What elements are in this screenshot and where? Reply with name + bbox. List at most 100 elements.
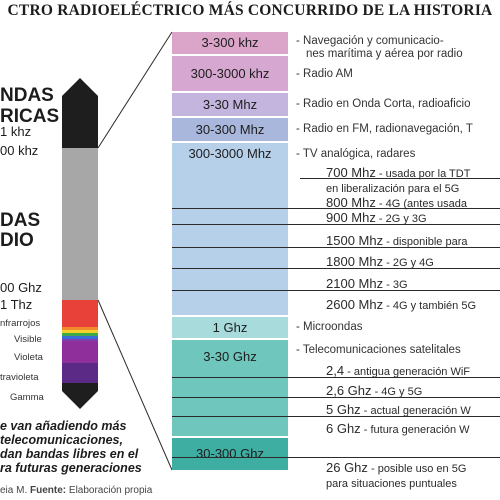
stick-green [62, 333, 98, 336]
band-desc-3-300-khz: - Navegación y comunicacio- nes marítima… [296, 35, 463, 60]
stick-black-top [62, 96, 98, 148]
band-freq-label: 3-300 khz [201, 35, 259, 50]
stick-violet [62, 341, 98, 363]
band-freq-label: 300-3000 khz [190, 66, 270, 81]
label-violeta: Violeta [14, 352, 43, 363]
uhf-line [172, 268, 500, 269]
uhf-freq: 1500 Mhz [326, 233, 384, 248]
ehf-item-26-cont: para situaciones puntuales [326, 474, 457, 492]
shf-item-6: 6 Ghz - futura generación W [326, 420, 470, 438]
label-infrarrojos: nfrarrojos [0, 318, 41, 329]
band-30-300-ghz: 30-300 Ghz [172, 438, 288, 470]
uhf-item-700: 700 Mhz - usada por la TDT [326, 164, 470, 182]
uhf-item-2600: 2600 Mhz - 4G y también 5G [326, 296, 476, 314]
uhf-item-1800: 1800 Mhz - 2G y 4G [326, 253, 434, 271]
desc-line: nes marítima y aérea por radio [306, 47, 463, 60]
uhf-line [300, 178, 500, 179]
shf-item-2-4: 2,4 - antigua generación WiF [326, 362, 470, 380]
left-freq-1thz: 1 Thz [0, 297, 33, 312]
uhf-desc: en liberalización para el 5G [326, 183, 460, 195]
shf-desc: - antigua generación WiF [344, 366, 471, 378]
stick-top-tip [62, 78, 98, 96]
band-3-300-khz: 3-300 khz [172, 32, 288, 54]
ehf-desc: - posible uso en 5G [367, 463, 467, 475]
band-desc-3-30-mhz: - Radio en Onda Corta, radioaficio [296, 98, 471, 110]
shf-line [172, 397, 500, 398]
uhf-desc: - 3G [383, 279, 408, 291]
shf-line [172, 377, 500, 378]
stick-radio-band [62, 148, 98, 300]
uhf-line [172, 290, 500, 291]
footer-credit: eia M. Fuente: Elaboración propia [0, 485, 152, 496]
stick-yellow [62, 330, 98, 333]
left-label-ondas-radio: DAS [0, 210, 41, 231]
band-3-30-mhz: 3-30 Mhz [172, 93, 288, 116]
uhf-item-1500: 1500 Mhz - disponible para [326, 232, 467, 250]
band-3-30-ghz: 3-30 Ghz [172, 340, 288, 436]
uhf-freq: 2600 Mhz [326, 297, 384, 312]
uhf-desc: - usada por la TDT [375, 168, 471, 180]
band-freq-label: 30-300 Mhz [195, 122, 265, 137]
stick-infrared [62, 300, 98, 327]
band-1-ghz: 1 Ghz [172, 317, 288, 338]
uhf-line [172, 208, 500, 209]
uhf-desc: - disponible para [383, 236, 468, 248]
left-label-ondas: NDAS [0, 85, 54, 106]
shf-freq: 5 Ghz [326, 402, 361, 417]
label-ultravioleta: travioleta [0, 372, 39, 383]
uhf-item-900: 900 Mhz - 2G y 3G [326, 209, 427, 227]
ehf-freq: 26 Ghz [326, 460, 368, 475]
shf-item-5: 5 Ghz - actual generación W [326, 401, 471, 419]
stick-blue [62, 336, 98, 339]
footer-prefix: eia M. [0, 485, 31, 496]
band-freq-label: 30-300 Ghz [196, 446, 264, 461]
uhf-line [172, 247, 500, 248]
uhf-item-700-cont: en liberalización para el 5G [326, 179, 459, 197]
uhf-freq: 700 Mhz [326, 165, 376, 180]
stick-indigo [62, 339, 98, 341]
uhf-freq: 1800 Mhz [326, 254, 384, 269]
band-desc-300-3000-khz: - Radio AM [296, 68, 353, 80]
label-visible: Visible [14, 334, 42, 345]
uhf-item-2100: 2100 Mhz - 3G [326, 275, 408, 293]
desc-line: - Navegación y comunicacio- [296, 35, 444, 47]
stick-orange [62, 327, 98, 330]
uhf-line [172, 224, 500, 225]
left-freq-300ghz: 00 Ghz [0, 280, 42, 295]
ehf-item-26: 26 Ghz - posible uso en 5G [326, 459, 466, 477]
uhf-desc: - 2G y 4G [383, 257, 434, 269]
uhf-desc: - 4G (antes usada [375, 198, 467, 210]
shf-line [172, 416, 500, 417]
shf-item-2-6: 2,6 Ghz - 4G y 5G [326, 382, 422, 400]
left-freq-1khz: 1 khz [0, 124, 32, 139]
left-label-electricas: RICAS [0, 106, 60, 127]
band-300-3000-mhz: 300-3000 Mhz [172, 143, 288, 315]
band-30-300-mhz: 30-300 Mhz [172, 118, 288, 141]
band-freq-label: 3-30 Ghz [203, 349, 257, 364]
band-freq-label: 3-30 Mhz [202, 97, 258, 112]
left-freq-300khz: 00 khz [0, 143, 39, 158]
ehf-line [172, 457, 500, 458]
shf-freq: 2,4 [326, 363, 345, 378]
stick-bottom-tip [62, 391, 98, 409]
uhf-item-800: 800 Mhz - 4G (antes usada [326, 194, 467, 212]
band-300-3000-khz: 300-3000 khz [172, 56, 288, 91]
uhf-desc: - 4G y también 5G [383, 300, 477, 312]
stick-ultraviolet [62, 363, 98, 383]
band-desc-300-3000-mhz: - TV analógica, radares [296, 148, 416, 160]
ehf-desc: para situaciones puntuales [326, 478, 457, 490]
footer-source-key: Fuente: [30, 485, 67, 496]
shf-freq: 6 Ghz [326, 421, 361, 436]
label-gamma: Gamma [10, 392, 44, 403]
band-freq-label: 300-3000 Mhz [188, 146, 272, 161]
band-desc-3-30-ghz: - Telecomunicaciones satelitales [296, 344, 461, 356]
band-freq-label: 1 Ghz [212, 320, 248, 335]
shf-freq: 2,6 Ghz [326, 383, 372, 398]
note-line: telecomunicaciones, [0, 433, 123, 447]
band-desc-1-ghz: - Microondas [296, 321, 363, 333]
uhf-freq: 900 Mhz [326, 210, 376, 225]
uhf-desc: - 2G y 3G [375, 213, 427, 225]
uhf-freq: 2100 Mhz [326, 276, 384, 291]
footer-source-value: Elaboración propia [66, 485, 153, 496]
